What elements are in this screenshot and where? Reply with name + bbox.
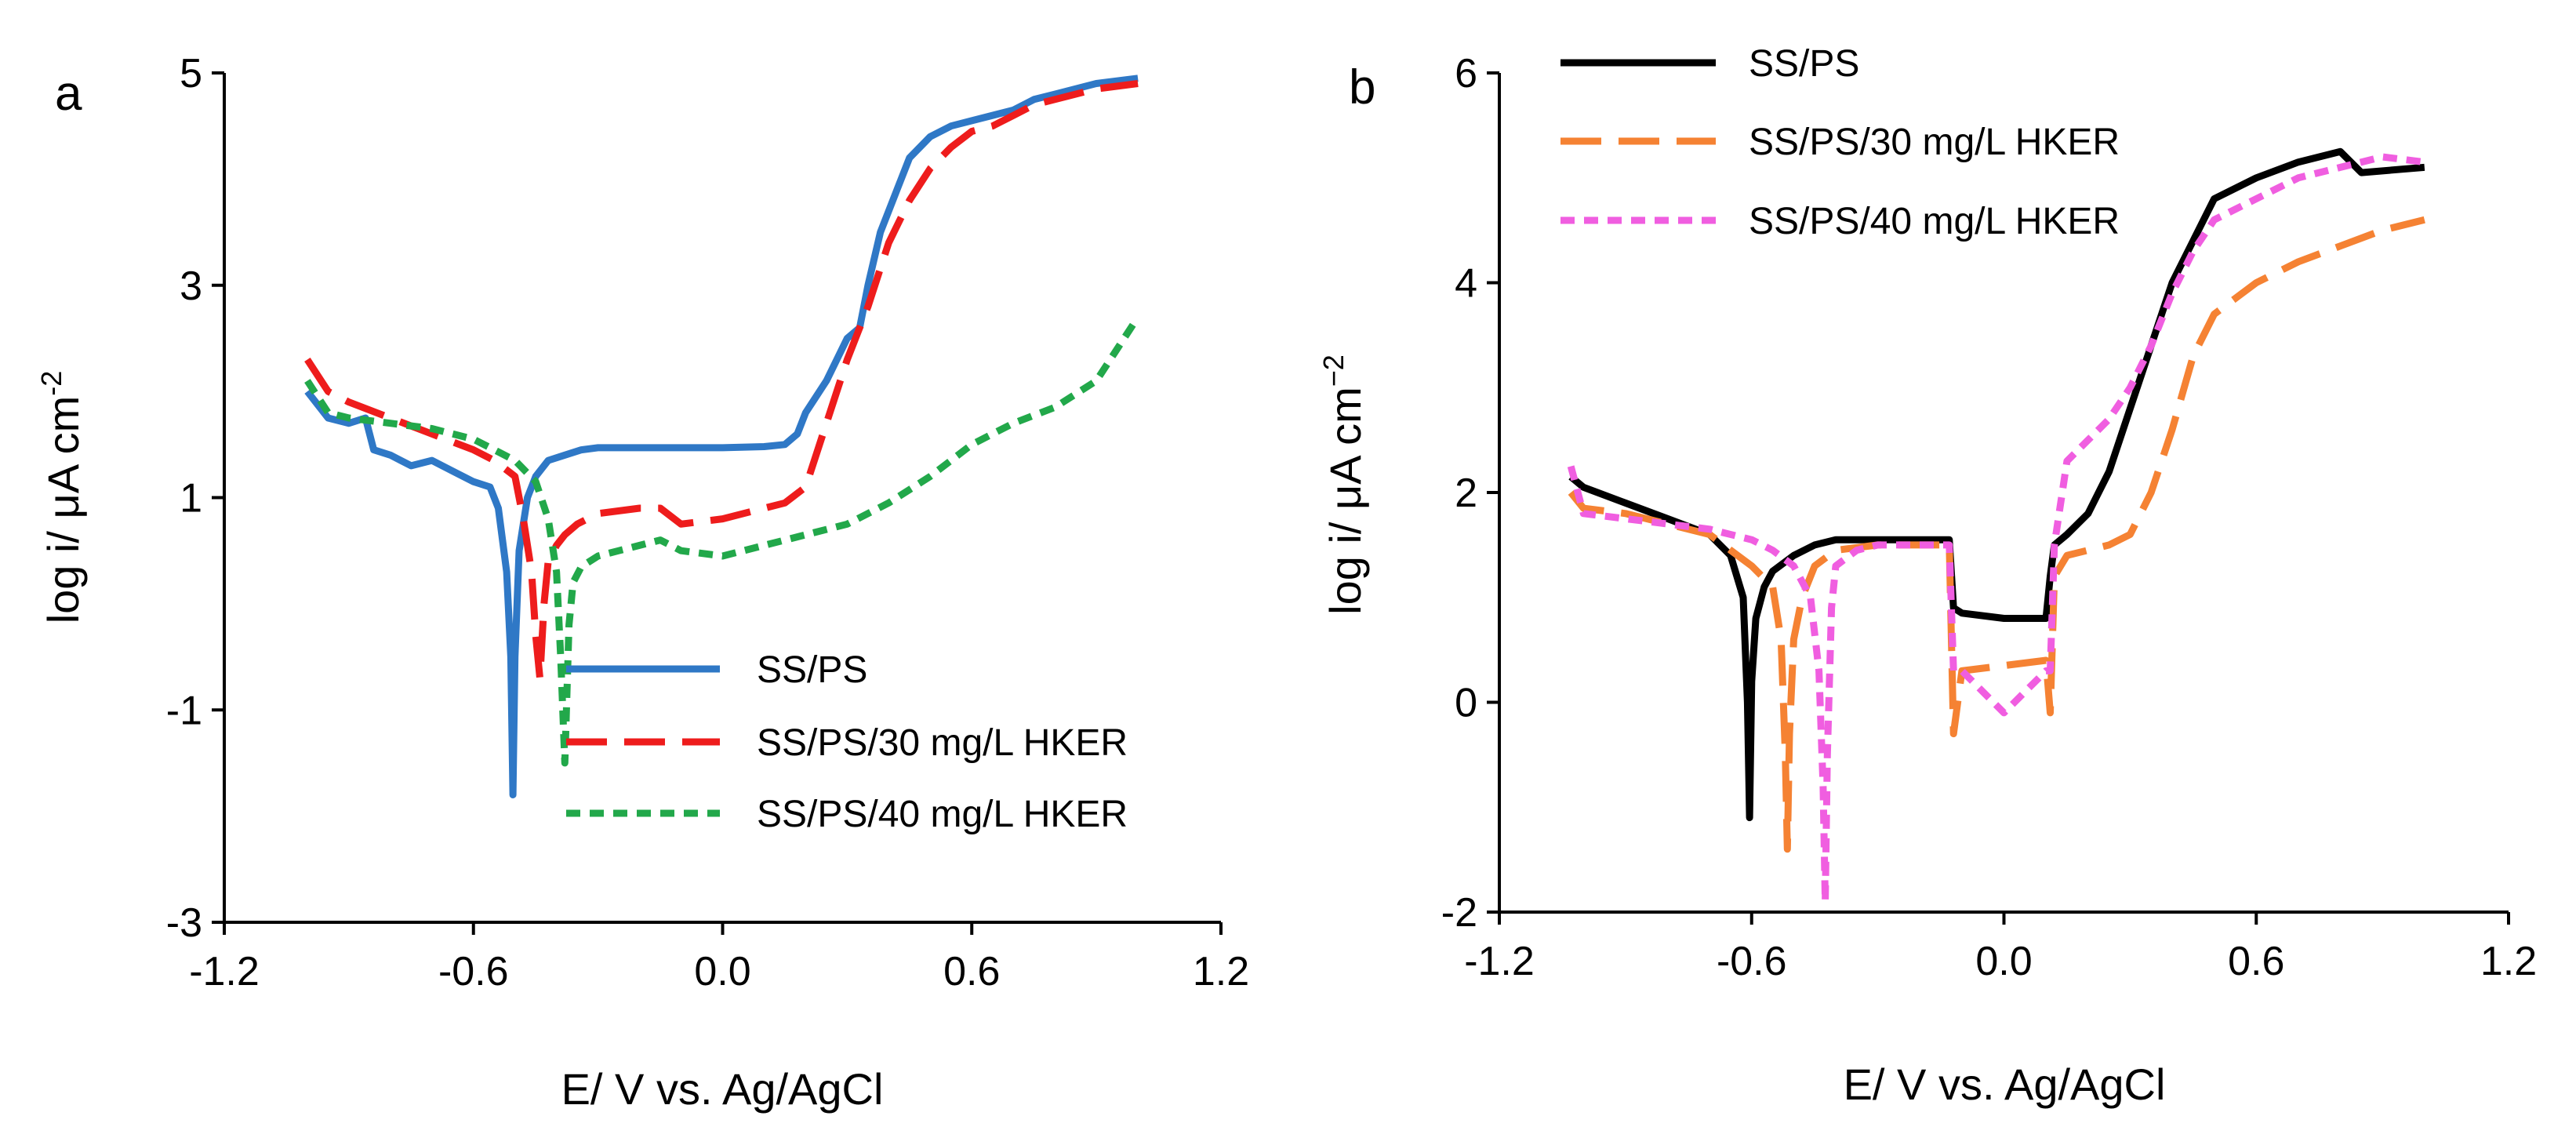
legend-label-2: SS/PS/30 mg/L HKER <box>757 722 1128 764</box>
y-tick-label: 6 <box>1455 51 1477 96</box>
series-line-2 <box>304 80 1139 682</box>
legend-label-1: SS/PS <box>757 649 867 691</box>
y-tick-label: 0 <box>1455 681 1477 726</box>
x-tick-label: -0.6 <box>1717 939 1787 984</box>
panel-b: b -1.2 -0.6 0.0 0.6 1.2 -2 0 2 4 6 E/ V vs. Ag/AgCl… <box>1317 43 2537 1109</box>
y-tick-label: 3 <box>180 264 202 309</box>
x-tick-label: 0.0 <box>1975 939 2032 984</box>
y-axis-title-superscript: -2 <box>35 371 67 396</box>
panel-label: a <box>55 67 82 121</box>
y-axis-title: log i/ μA cm-2 <box>35 371 88 624</box>
y-tick-label: 5 <box>180 51 202 96</box>
x-tick-label: -1.2 <box>189 949 260 994</box>
series-line-3 <box>304 314 1141 767</box>
x-tick-label: 0.6 <box>943 949 1000 994</box>
x-tick-label: 1.2 <box>1193 949 1249 994</box>
legend-label-2: SS/PS/30 mg/L HKER <box>1749 122 2120 163</box>
x-tick-label: 0.6 <box>2228 939 2284 984</box>
x-tick-label: 0.0 <box>694 949 750 994</box>
x-tick-label: -0.6 <box>438 949 509 994</box>
x-tick-label: -1.2 <box>1464 939 1535 984</box>
legend: SS/PS SS/PS/30 mg/L HKER SS/PS/40 mg/L HKE… <box>566 649 1128 835</box>
panel-label: b <box>1349 60 1375 114</box>
x-tick-label: 1.2 <box>2480 939 2537 984</box>
y-tick-label: 1 <box>180 476 202 522</box>
y-tick-label: 2 <box>1455 471 1477 516</box>
y-tick-label: -1 <box>166 688 202 733</box>
y-axis-title: log i/ μA cm−2 <box>1317 354 1370 615</box>
y-tick-label: -2 <box>1441 890 1477 936</box>
y-tick-label: -3 <box>166 900 202 946</box>
series-line-1 <box>304 75 1139 798</box>
series-line-3 <box>1567 153 2425 906</box>
x-axis-title: E/ V vs. Ag/AgCl <box>1844 1060 2166 1109</box>
series-line-1 <box>1568 147 2425 822</box>
legend-label-3: SS/PS/40 mg/L HKER <box>1749 201 2120 242</box>
series-line-2 <box>1568 216 2425 853</box>
x-axis-title: E/ V vs. Ag/AgCl <box>561 1064 884 1114</box>
legend-label-3: SS/PS/40 mg/L HKER <box>757 794 1128 835</box>
panel-a: a -1.2 -0.6 0.0 0.6 1.2 -3 -1 1 3 5 E/ V vs. Ag/AgC… <box>35 51 1249 1114</box>
legend-label-1: SS/PS <box>1749 43 1859 85</box>
y-axis-title-superscript: −2 <box>1317 354 1350 387</box>
legend: SS/PS SS/PS/30 mg/L HKER SS/PS/40 mg/L HKE… <box>1560 43 2120 242</box>
y-tick-label: 4 <box>1455 261 1477 307</box>
